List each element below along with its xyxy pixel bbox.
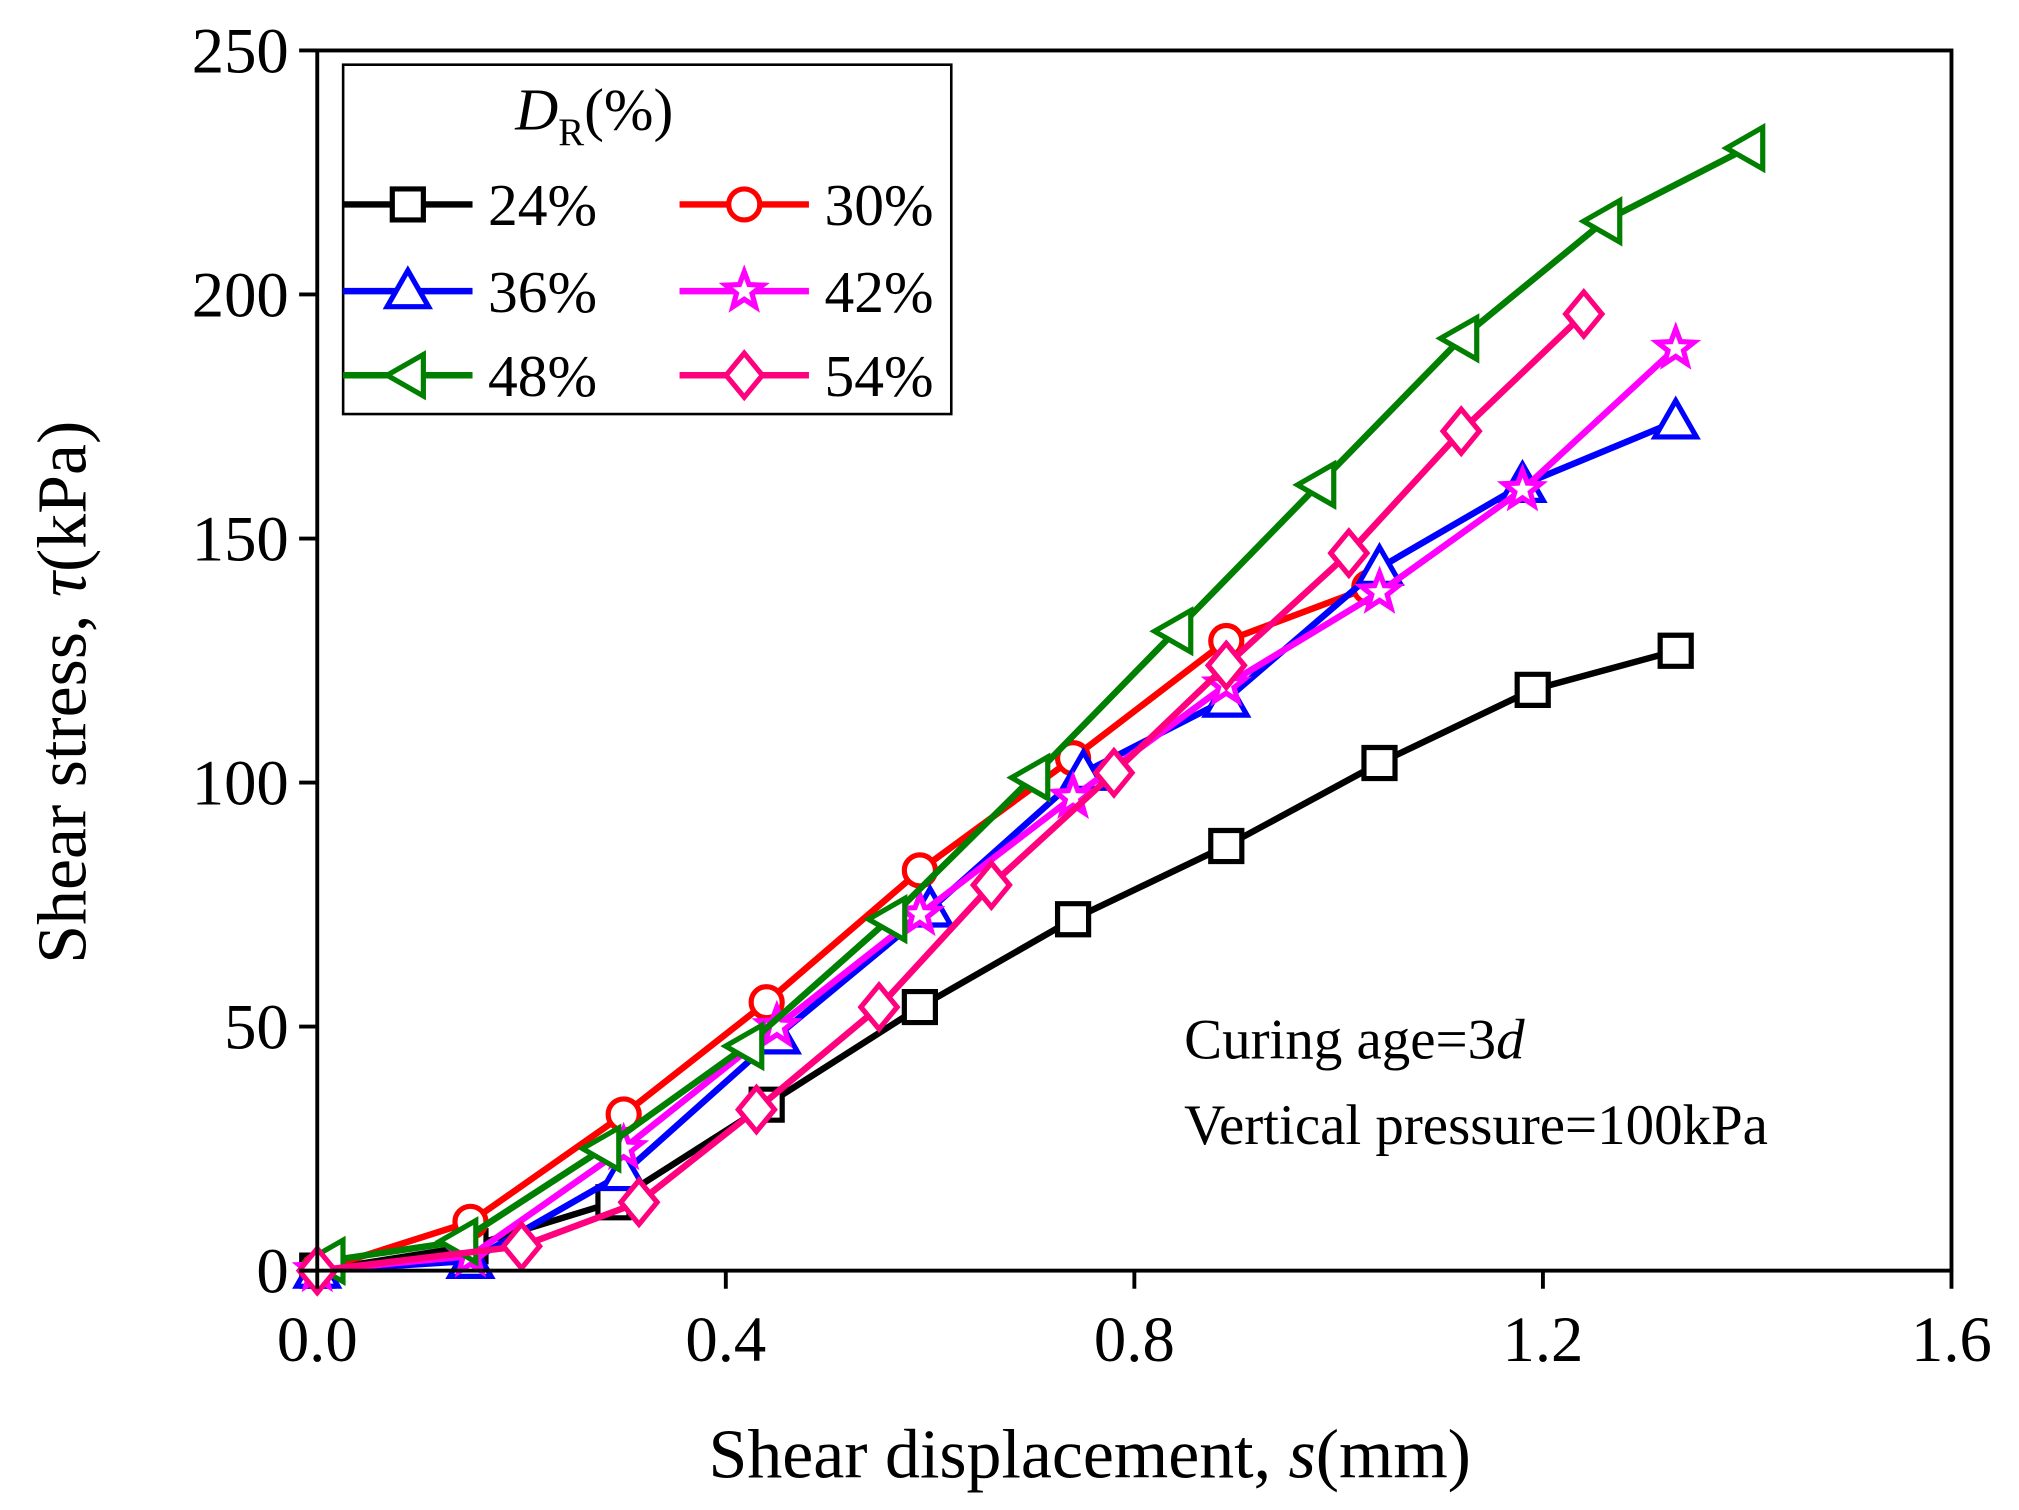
legend-marker-triangle-left-icon <box>381 350 426 401</box>
series-24pct <box>299 632 1694 1289</box>
series-layer <box>291 122 1766 1297</box>
data-point <box>1361 744 1398 782</box>
legend-marker-star-icon <box>718 264 770 313</box>
data-point <box>1327 527 1371 580</box>
legend-item: 30% <box>679 172 934 238</box>
data-point <box>1496 462 1548 512</box>
ticks-layer: 0.0 0.4 0.8 1.2 1.6 0 50 100 150 200 250 <box>192 14 1992 1375</box>
data-point <box>577 1123 622 1174</box>
y-tick-label: 200 <box>192 258 289 330</box>
legend-label: 48% <box>488 343 597 409</box>
data-point <box>720 1020 765 1072</box>
data-point <box>734 1083 778 1136</box>
x-axis-title: Shear displacement, s(mm) <box>709 1417 1471 1494</box>
legend-marker-circle-icon <box>726 186 763 223</box>
data-point <box>1054 901 1092 938</box>
legend-item: 42% <box>679 259 934 325</box>
legend-label: 54% <box>824 343 933 409</box>
legend-title: DR(%) <box>514 76 673 154</box>
y-axis-title: Shear stress, τ(kPa) <box>25 421 102 964</box>
series-line <box>316 584 1371 1274</box>
data-point <box>857 981 901 1034</box>
data-point <box>1204 639 1248 692</box>
y-tick-label: 50 <box>224 991 289 1063</box>
data-point <box>1208 827 1245 865</box>
data-point <box>1650 321 1702 370</box>
legend: DR(%) 24% 30% 36% 42% 48% 54% <box>341 63 953 416</box>
series-line <box>316 647 1677 1274</box>
y-tick-label: 150 <box>192 503 289 575</box>
data-point <box>1353 565 1406 614</box>
data-point <box>1047 770 1099 819</box>
legend-item: 24% <box>343 172 597 238</box>
legend-marker-diamond-icon <box>722 349 766 402</box>
data-point <box>1092 746 1136 799</box>
data-point <box>1562 287 1606 341</box>
series-line <box>317 418 1677 1274</box>
data-point <box>617 1176 661 1229</box>
x-tick-label: 1.6 <box>1911 1303 1992 1375</box>
data-point <box>1435 313 1480 364</box>
series-54pct <box>295 287 1606 1297</box>
legend-item: 36% <box>343 259 597 325</box>
series-line <box>316 345 1678 1274</box>
x-tick-label: 0.8 <box>1094 1303 1175 1375</box>
legend-label: 24% <box>488 172 597 238</box>
legend-items: 24% 30% 36% 42% 48% 54% <box>343 172 934 409</box>
legend-item: 54% <box>679 343 934 409</box>
data-point <box>751 999 803 1049</box>
data-point <box>1292 459 1337 511</box>
legend-marker-square-icon <box>389 186 426 223</box>
data-point <box>1657 632 1694 669</box>
x-tick-label: 1.2 <box>1502 1303 1583 1375</box>
data-point <box>901 988 938 1026</box>
data-point <box>1149 606 1194 657</box>
legend-item: 48% <box>343 343 597 409</box>
legend-label: 42% <box>824 259 933 325</box>
data-point <box>1650 395 1701 440</box>
annotation-curing-age: Curing age=3d <box>1184 1008 1525 1071</box>
data-point <box>1721 122 1766 174</box>
legend-box <box>341 63 953 416</box>
y-tick-label: 0 <box>256 1235 288 1307</box>
data-point <box>500 1220 543 1273</box>
data-point <box>598 1147 649 1192</box>
x-tick-label: 0.0 <box>277 1303 358 1375</box>
data-point <box>1006 752 1051 803</box>
plot-frame <box>315 48 1954 1273</box>
annotation-vertical-pressure: Vertical pressure=100kPa <box>1184 1094 1768 1157</box>
legend-label: 36% <box>488 259 597 325</box>
y-tick-label: 100 <box>192 747 289 819</box>
data-point <box>1439 405 1483 458</box>
data-point <box>1514 671 1551 708</box>
legend-label: 30% <box>824 172 933 238</box>
legend-marker-triangle-up-icon <box>382 265 433 310</box>
data-point <box>1578 196 1623 247</box>
data-point <box>969 858 1013 912</box>
y-tick-label: 250 <box>192 14 289 86</box>
data-point <box>863 894 908 945</box>
x-tick-label: 0.4 <box>685 1303 766 1375</box>
